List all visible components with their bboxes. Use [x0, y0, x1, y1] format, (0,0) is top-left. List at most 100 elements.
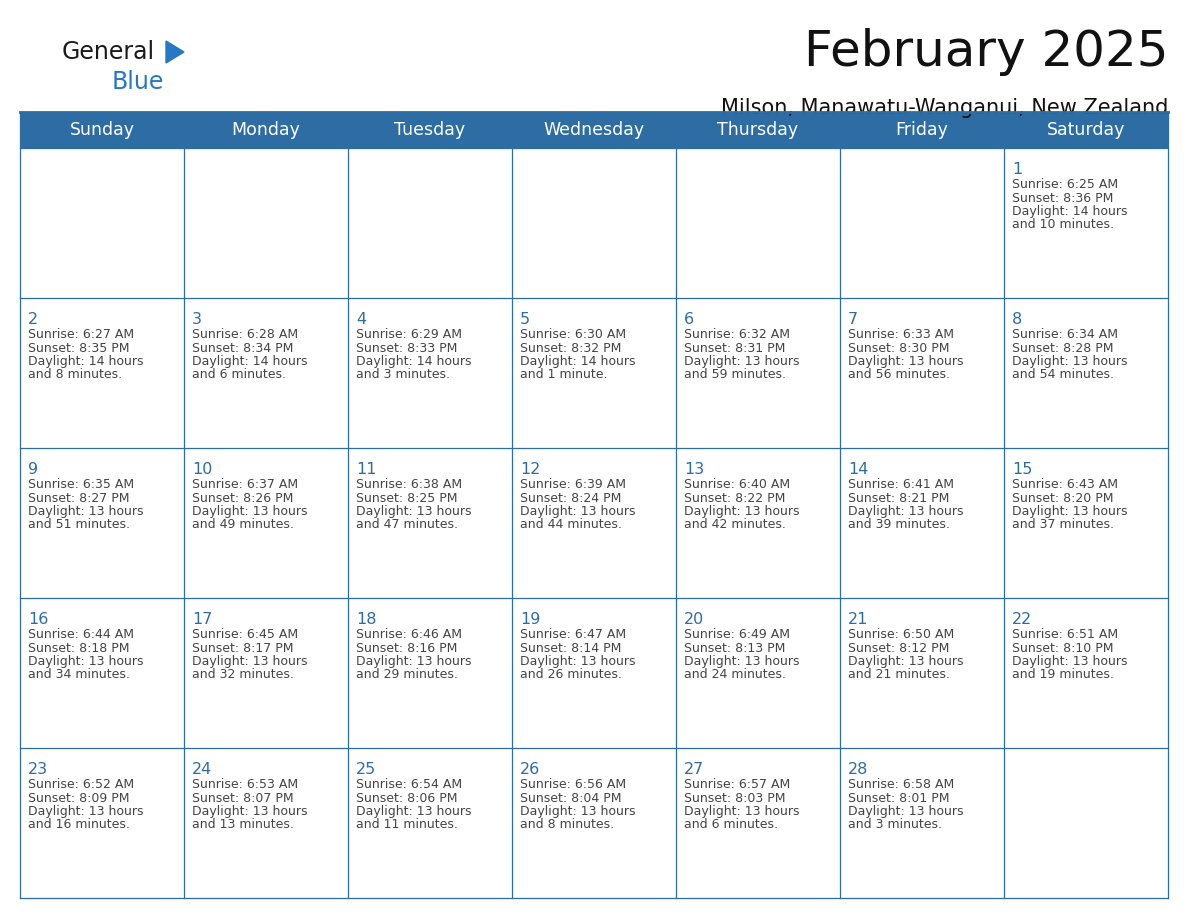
Text: and 42 minutes.: and 42 minutes. [684, 519, 786, 532]
Text: Sunrise: 6:58 AM: Sunrise: 6:58 AM [848, 778, 954, 791]
Text: Sunrise: 6:27 AM: Sunrise: 6:27 AM [29, 328, 134, 341]
Text: Milson, Manawatu-Wanganui, New Zealand: Milson, Manawatu-Wanganui, New Zealand [721, 98, 1168, 118]
Text: Sunset: 8:04 PM: Sunset: 8:04 PM [520, 791, 621, 804]
Text: and 39 minutes.: and 39 minutes. [848, 519, 950, 532]
Bar [20, 448, 1168, 598]
Text: Daylight: 13 hours: Daylight: 13 hours [684, 655, 800, 668]
Text: Sunrise: 6:45 AM: Sunrise: 6:45 AM [192, 628, 298, 641]
Text: Saturday: Saturday [1047, 121, 1125, 139]
Text: Daylight: 13 hours: Daylight: 13 hours [848, 505, 963, 518]
Text: and 3 minutes.: and 3 minutes. [848, 819, 942, 832]
Text: 20: 20 [684, 612, 704, 627]
Text: 1: 1 [1012, 162, 1022, 177]
Text: and 47 minutes.: and 47 minutes. [356, 519, 459, 532]
Text: and 6 minutes.: and 6 minutes. [684, 819, 778, 832]
Text: Sunrise: 6:44 AM: Sunrise: 6:44 AM [29, 628, 134, 641]
Text: Sunrise: 6:49 AM: Sunrise: 6:49 AM [684, 628, 790, 641]
Text: Sunset: 8:33 PM: Sunset: 8:33 PM [356, 341, 457, 354]
Text: and 34 minutes.: and 34 minutes. [29, 668, 129, 681]
Text: and 19 minutes.: and 19 minutes. [1012, 668, 1114, 681]
Text: Sunset: 8:30 PM: Sunset: 8:30 PM [848, 341, 949, 354]
Text: Sunset: 8:21 PM: Sunset: 8:21 PM [848, 491, 949, 505]
Text: 8: 8 [1012, 312, 1022, 327]
Text: Daylight: 13 hours: Daylight: 13 hours [1012, 505, 1127, 518]
Text: Sunrise: 6:32 AM: Sunrise: 6:32 AM [684, 328, 790, 341]
Text: Sunrise: 6:28 AM: Sunrise: 6:28 AM [192, 328, 298, 341]
Text: and 44 minutes.: and 44 minutes. [520, 519, 621, 532]
Text: 3: 3 [192, 312, 202, 327]
Bar [20, 148, 1168, 298]
Text: Sunrise: 6:38 AM: Sunrise: 6:38 AM [356, 478, 462, 491]
Text: Sunset: 8:09 PM: Sunset: 8:09 PM [29, 791, 129, 804]
Text: and 51 minutes.: and 51 minutes. [29, 519, 129, 532]
Text: Sunrise: 6:34 AM: Sunrise: 6:34 AM [1012, 328, 1118, 341]
Text: Daylight: 13 hours: Daylight: 13 hours [356, 655, 472, 668]
Text: 19: 19 [520, 612, 541, 627]
Text: 6: 6 [684, 312, 694, 327]
Text: Sunset: 8:17 PM: Sunset: 8:17 PM [192, 642, 293, 655]
Text: and 11 minutes.: and 11 minutes. [356, 819, 457, 832]
Text: 16: 16 [29, 612, 49, 627]
Text: 27: 27 [684, 762, 704, 777]
Text: Sunrise: 6:25 AM: Sunrise: 6:25 AM [1012, 178, 1118, 191]
Text: Sunset: 8:18 PM: Sunset: 8:18 PM [29, 642, 129, 655]
Text: Daylight: 14 hours: Daylight: 14 hours [356, 355, 472, 368]
Text: and 49 minutes.: and 49 minutes. [192, 519, 293, 532]
Text: 21: 21 [848, 612, 868, 627]
Text: Daylight: 13 hours: Daylight: 13 hours [356, 505, 472, 518]
Bar [20, 748, 1168, 898]
Text: and 54 minutes.: and 54 minutes. [1012, 368, 1114, 382]
Text: Daylight: 14 hours: Daylight: 14 hours [520, 355, 636, 368]
Text: and 8 minutes.: and 8 minutes. [29, 368, 122, 382]
Text: Sunset: 8:07 PM: Sunset: 8:07 PM [192, 791, 293, 804]
Text: Daylight: 13 hours: Daylight: 13 hours [1012, 355, 1127, 368]
Text: Sunset: 8:01 PM: Sunset: 8:01 PM [848, 791, 949, 804]
Text: and 3 minutes.: and 3 minutes. [356, 368, 450, 382]
Polygon shape [166, 41, 184, 63]
Text: Sunset: 8:34 PM: Sunset: 8:34 PM [192, 341, 293, 354]
Text: Daylight: 14 hours: Daylight: 14 hours [192, 355, 308, 368]
Text: and 37 minutes.: and 37 minutes. [1012, 519, 1114, 532]
Text: and 1 minute.: and 1 minute. [520, 368, 607, 382]
Text: Daylight: 14 hours: Daylight: 14 hours [29, 355, 144, 368]
Text: and 16 minutes.: and 16 minutes. [29, 819, 129, 832]
Text: Sunrise: 6:43 AM: Sunrise: 6:43 AM [1012, 478, 1118, 491]
Text: Sunrise: 6:30 AM: Sunrise: 6:30 AM [520, 328, 626, 341]
Text: Sunrise: 6:47 AM: Sunrise: 6:47 AM [520, 628, 626, 641]
Text: Sunset: 8:36 PM: Sunset: 8:36 PM [1012, 192, 1113, 205]
Text: 15: 15 [1012, 462, 1032, 477]
Text: and 21 minutes.: and 21 minutes. [848, 668, 950, 681]
Text: Sunrise: 6:56 AM: Sunrise: 6:56 AM [520, 778, 626, 791]
Text: Sunset: 8:32 PM: Sunset: 8:32 PM [520, 341, 621, 354]
Text: 12: 12 [520, 462, 541, 477]
Text: Sunset: 8:16 PM: Sunset: 8:16 PM [356, 642, 457, 655]
Text: Sunrise: 6:53 AM: Sunrise: 6:53 AM [192, 778, 298, 791]
Text: Sunset: 8:26 PM: Sunset: 8:26 PM [192, 491, 293, 505]
Text: Sunrise: 6:50 AM: Sunrise: 6:50 AM [848, 628, 954, 641]
Text: Sunset: 8:13 PM: Sunset: 8:13 PM [684, 642, 785, 655]
Text: 5: 5 [520, 312, 530, 327]
Text: 13: 13 [684, 462, 704, 477]
Text: 9: 9 [29, 462, 38, 477]
Text: Daylight: 13 hours: Daylight: 13 hours [520, 505, 636, 518]
Text: Daylight: 13 hours: Daylight: 13 hours [520, 655, 636, 668]
Text: Sunrise: 6:54 AM: Sunrise: 6:54 AM [356, 778, 462, 791]
Text: Sunrise: 6:51 AM: Sunrise: 6:51 AM [1012, 628, 1118, 641]
Text: 2: 2 [29, 312, 38, 327]
Text: Daylight: 13 hours: Daylight: 13 hours [520, 805, 636, 818]
Text: 22: 22 [1012, 612, 1032, 627]
Text: Daylight: 13 hours: Daylight: 13 hours [1012, 655, 1127, 668]
Text: and 32 minutes.: and 32 minutes. [192, 668, 293, 681]
Bar [20, 598, 1168, 748]
Text: Daylight: 13 hours: Daylight: 13 hours [684, 805, 800, 818]
Text: 7: 7 [848, 312, 858, 327]
Text: 11: 11 [356, 462, 377, 477]
Text: 17: 17 [192, 612, 213, 627]
Text: Sunrise: 6:29 AM: Sunrise: 6:29 AM [356, 328, 462, 341]
Text: Sunrise: 6:37 AM: Sunrise: 6:37 AM [192, 478, 298, 491]
Text: Sunset: 8:14 PM: Sunset: 8:14 PM [520, 642, 621, 655]
Text: Sunday: Sunday [70, 121, 134, 139]
Text: and 56 minutes.: and 56 minutes. [848, 368, 950, 382]
Text: Sunset: 8:03 PM: Sunset: 8:03 PM [684, 791, 785, 804]
Text: Daylight: 13 hours: Daylight: 13 hours [848, 355, 963, 368]
